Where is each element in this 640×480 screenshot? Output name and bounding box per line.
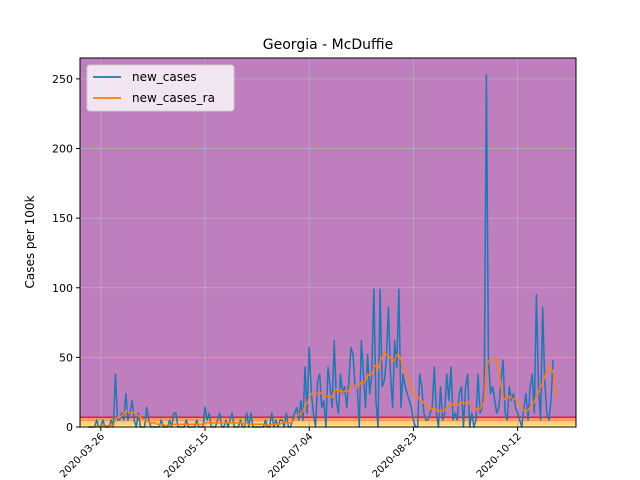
- y-tick-label: 250: [52, 73, 73, 86]
- y-tick-label: 50: [59, 351, 73, 364]
- background-band-1: [80, 421, 576, 426]
- background-band-0: [80, 425, 576, 427]
- legend-box: [86, 64, 235, 112]
- y-tick-label: 150: [52, 212, 73, 225]
- background-band-2: [80, 417, 576, 422]
- y-axis-ticks: 0 50 100 150 200 250: [52, 73, 80, 434]
- y-axis-label: Cases per 100k: [23, 195, 37, 288]
- gridlines: [80, 58, 576, 428]
- y-tick-label: 100: [52, 282, 73, 295]
- y-tick-label: 200: [52, 143, 73, 156]
- y-tick-label: 0: [66, 421, 73, 434]
- chart-title: Georgia - McDuffie: [263, 37, 393, 53]
- legend-label-new-cases-ra: new_cases_ra: [132, 91, 215, 105]
- series-line-new-cases-ra: [88, 351, 558, 428]
- background-band-3: [80, 58, 576, 418]
- legend-label-new-cases: new_cases: [132, 70, 197, 84]
- legend: new_cases new_cases_ra: [86, 64, 235, 112]
- plot-frame: [79, 57, 577, 428]
